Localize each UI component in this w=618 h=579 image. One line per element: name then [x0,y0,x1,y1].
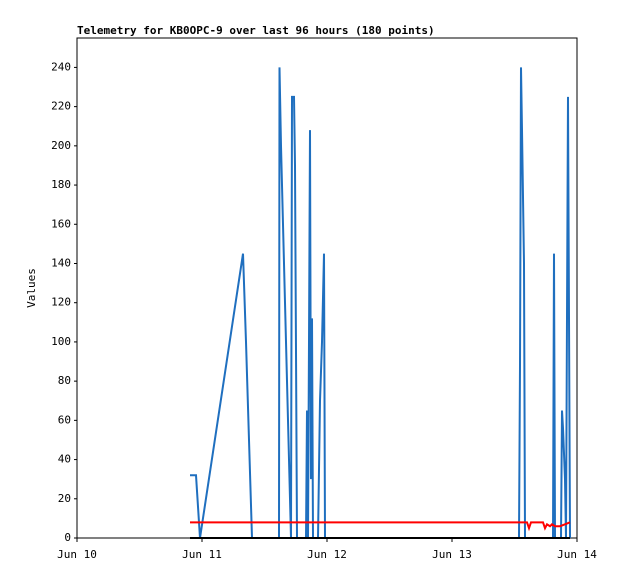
y-tick-label: 140 [51,256,71,269]
y-tick-label: 240 [51,60,71,73]
x-tick-label: Jun 13 [432,548,472,561]
y-tick-label: 200 [51,139,71,152]
y-tick-label: 100 [51,335,71,348]
chart-title: Telemetry for KB0OPC-9 over last 96 hour… [77,24,435,37]
x-tick-label: Jun 12 [307,548,347,561]
y-tick-label: 60 [58,413,71,426]
y-tick-label: 0 [64,531,71,544]
y-tick-label: 20 [58,492,71,505]
x-tick-label: Jun 10 [57,548,97,561]
y-tick-label: 160 [51,217,71,230]
x-tick-label: Jun 11 [182,548,222,561]
y-tick-label: 180 [51,178,71,191]
y-tick-label: 40 [58,453,71,466]
y-tick-label: 220 [51,100,71,113]
series-line [190,521,571,532]
x-tick-label: Jun 14 [557,548,597,561]
y-tick-label: 120 [51,296,71,309]
y-tick-label: 80 [58,374,71,387]
y-axis-label: Values [25,268,38,308]
